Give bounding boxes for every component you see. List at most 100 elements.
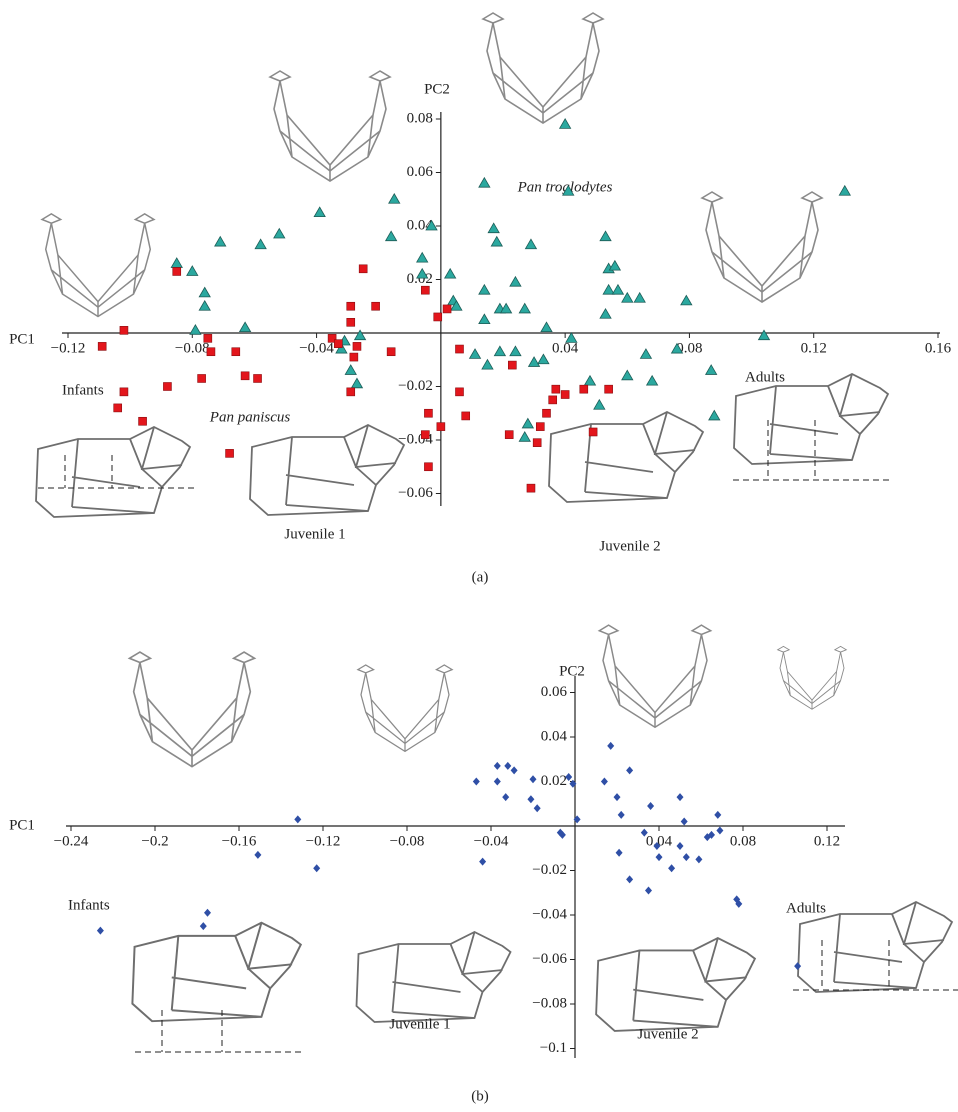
data-point — [198, 374, 206, 382]
data-point — [255, 239, 266, 249]
data-point — [351, 378, 362, 388]
data-point — [355, 330, 366, 340]
front-shape — [599, 625, 710, 727]
front-shape — [358, 665, 452, 751]
x-tick-label: 0.08 — [730, 833, 756, 849]
data-point — [200, 922, 207, 930]
data-point — [313, 864, 320, 872]
data-point — [314, 207, 325, 217]
data-point — [494, 778, 501, 786]
data-point — [470, 349, 481, 359]
data-point — [618, 811, 625, 819]
data-point — [626, 766, 633, 774]
data-point — [171, 258, 182, 268]
data-point — [434, 313, 442, 321]
data-point — [695, 855, 702, 863]
data-point — [561, 391, 569, 399]
data-point — [529, 357, 540, 367]
x-tick-label: −0.04 — [299, 340, 334, 356]
data-point — [353, 342, 361, 350]
data-point — [494, 762, 501, 770]
data-point — [647, 802, 654, 810]
data-point — [204, 909, 211, 917]
data-point — [634, 293, 645, 303]
data-point — [334, 340, 342, 348]
annotation: Adults — [745, 369, 785, 385]
shape-diagrams — [36, 13, 958, 1052]
data-point — [640, 349, 651, 359]
data-point — [139, 417, 147, 425]
data-point — [350, 353, 358, 361]
annotation: Infants — [68, 897, 110, 913]
data-point — [683, 853, 690, 861]
data-point — [612, 285, 623, 295]
data-point — [533, 439, 541, 447]
side-shape — [549, 412, 703, 502]
y-tick-label: −0.02 — [398, 378, 433, 394]
data-point — [589, 428, 597, 436]
data-point — [716, 826, 723, 834]
data-point — [199, 287, 210, 297]
x-tick-label: −0.24 — [54, 833, 89, 849]
data-point — [502, 793, 509, 801]
front-shape — [778, 646, 847, 709]
data-point — [616, 849, 623, 857]
data-point — [274, 229, 285, 239]
data-point — [491, 237, 502, 247]
data-point — [163, 383, 171, 391]
x-tick-label: −0.16 — [222, 833, 257, 849]
caption: (b) — [471, 1088, 489, 1104]
data-point — [614, 793, 621, 801]
data-point — [759, 330, 770, 340]
data-point — [445, 269, 456, 279]
data-point — [538, 354, 549, 364]
y-tick-label: −0.1 — [540, 1040, 567, 1056]
data-point — [240, 322, 251, 332]
data-point — [580, 385, 588, 393]
data-point — [424, 463, 432, 471]
data-point — [347, 302, 355, 310]
data-point — [527, 795, 534, 803]
data-point — [120, 388, 128, 396]
data-point — [585, 376, 596, 386]
data-point — [647, 376, 658, 386]
data-point — [600, 231, 611, 241]
data-point — [510, 346, 521, 356]
annotation: Infants — [62, 382, 104, 398]
side-shape — [36, 427, 190, 517]
data-point — [622, 370, 633, 380]
data-point — [543, 409, 551, 417]
side-shape — [734, 374, 888, 464]
data-point — [424, 409, 432, 417]
data-point — [541, 322, 552, 332]
y-tick-label: 0.04 — [541, 728, 568, 744]
data-point — [232, 348, 240, 356]
x-tick-label: −0.08 — [390, 833, 425, 849]
data-point — [294, 815, 301, 823]
data-point — [534, 804, 541, 812]
y-axis-label: PC2 — [559, 663, 585, 679]
data-point — [794, 962, 801, 970]
data-point — [204, 334, 212, 342]
data-point — [443, 305, 451, 313]
data-point — [677, 793, 684, 801]
data-point — [525, 239, 536, 249]
x-tick-label: −0.2 — [141, 833, 168, 849]
data-point — [345, 365, 356, 375]
data-point — [527, 484, 535, 492]
data-point — [552, 385, 560, 393]
y-tick-label: −0.06 — [398, 485, 433, 501]
data-point — [207, 348, 215, 356]
data-point — [681, 818, 688, 826]
data-point — [120, 326, 128, 334]
data-point — [549, 396, 557, 404]
data-point — [187, 266, 198, 276]
front-shape — [130, 652, 255, 767]
x-tick-label: −0.12 — [51, 340, 86, 356]
data-point — [508, 361, 516, 369]
data-point — [668, 864, 675, 872]
data-point — [714, 811, 721, 819]
data-point — [607, 742, 614, 750]
data-point — [226, 449, 234, 457]
data-point — [479, 178, 490, 188]
